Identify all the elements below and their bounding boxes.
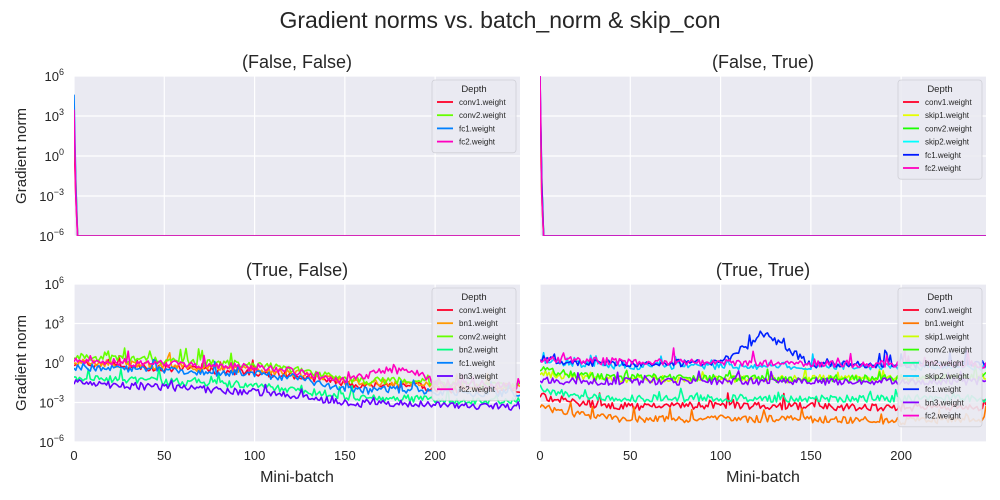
legend-label: skip2.weight xyxy=(925,138,970,147)
x-tick-label: 0 xyxy=(70,448,77,463)
legend: Depth conv1.weight skip1.weight conv2.weigh… xyxy=(897,79,983,180)
legend: Depth conv1.weight conv2.weight fc1.weight f… xyxy=(431,79,517,154)
panels: (False, False) 10−6 10−3 100 103 106 Gradient … xyxy=(13,52,986,486)
panel-4: (True, True) 0 50 100 150 200 Mini-batch Depth c… xyxy=(536,260,986,486)
legend-label: fc2.weight xyxy=(459,385,496,394)
legend-label: skip1.weight xyxy=(925,111,970,120)
legend-label: fc2.weight xyxy=(459,138,496,147)
x-axis-label: Mini-batch xyxy=(726,469,800,486)
figure-title: Gradient norms vs. batch_norm & skip_con xyxy=(279,7,720,33)
series-lines xyxy=(74,94,520,236)
legend-label: bn2.weight xyxy=(459,346,498,355)
panel-title: (False, True) xyxy=(712,52,814,72)
legend-box xyxy=(431,287,517,401)
legend-label: fc1.weight xyxy=(459,359,496,368)
legend-label: conv1.weight xyxy=(925,98,972,107)
legend-label: conv1.weight xyxy=(925,306,972,315)
legend-box xyxy=(431,79,517,154)
legend-label: fc1.weight xyxy=(925,385,962,394)
series-line xyxy=(74,378,520,411)
x-tick-label: 200 xyxy=(424,448,446,463)
y-tick-label: 100 xyxy=(45,354,64,371)
y-axis-label: Gradient norm xyxy=(13,108,30,204)
legend-label: conv1.weight xyxy=(459,306,506,315)
legend: Depth conv1.weight bn1.weight skip1.weight c… xyxy=(897,287,983,428)
legend-label: conv2.weight xyxy=(925,124,972,133)
panel-2: (False, True) Depth conv1.weight skip1.weig… xyxy=(539,52,986,237)
x-tick-label: 0 xyxy=(536,448,543,463)
panel-1: (False, False) 10−6 10−3 100 103 106 Gradient … xyxy=(13,52,520,244)
panel-title: (True, True) xyxy=(716,260,810,280)
y-tick-label: 10−6 xyxy=(39,227,64,244)
legend-title: Depth xyxy=(927,292,952,303)
y-tick-label: 106 xyxy=(45,275,64,292)
y-tick-label: 103 xyxy=(45,107,64,124)
x-tick-label: 50 xyxy=(157,448,171,463)
x-tick-label: 200 xyxy=(890,448,912,463)
legend-label: fc1.weight xyxy=(925,151,962,160)
legend: Depth conv1.weight bn1.weight conv2.weight b… xyxy=(431,287,517,401)
y-tick-label: 106 xyxy=(45,67,64,84)
legend-title: Depth xyxy=(461,84,486,95)
legend-label: bn3.weight xyxy=(925,398,964,407)
x-tick-label: 100 xyxy=(244,448,266,463)
legend-title: Depth xyxy=(927,84,952,95)
y-tick-label: 10−3 xyxy=(39,187,64,204)
y-tick-label: 103 xyxy=(45,315,64,332)
y-axis-label: Gradient norm xyxy=(13,315,30,411)
series-line xyxy=(540,76,986,236)
legend-label: bn1.weight xyxy=(459,319,498,328)
legend-label: fc2.weight xyxy=(925,164,962,173)
legend-label: fc1.weight xyxy=(459,124,496,133)
y-tick-label: 10−6 xyxy=(39,433,64,450)
x-tick-label: 150 xyxy=(334,448,356,463)
legend-title: Depth xyxy=(461,292,486,303)
x-tick-label: 50 xyxy=(623,448,637,463)
x-tick-label: 150 xyxy=(800,448,822,463)
legend-label: bn3.weight xyxy=(459,372,498,381)
legend-label: bn2.weight xyxy=(925,359,964,368)
legend-label: bn1.weight xyxy=(925,319,964,328)
panel-title: (True, False) xyxy=(246,260,348,280)
legend-label: conv2.weight xyxy=(459,332,506,341)
legend-label: conv2.weight xyxy=(925,346,972,355)
series-lines xyxy=(540,76,986,236)
y-tick-label: 100 xyxy=(45,147,64,164)
x-tick-label: 100 xyxy=(710,448,732,463)
legend-label: conv2.weight xyxy=(459,111,506,120)
legend-label: skip1.weight xyxy=(925,332,970,341)
legend-label: conv1.weight xyxy=(459,98,506,107)
legend-label: fc2.weight xyxy=(925,412,962,421)
y-tick-label: 10−3 xyxy=(39,394,64,411)
panel-title: (False, False) xyxy=(242,52,352,72)
panel-3: (True, False) 10−6 10−3 100 103 106 0 50 100 150 2… xyxy=(13,260,520,486)
series-line xyxy=(74,109,520,236)
legend-label: skip2.weight xyxy=(925,372,970,381)
x-axis-label: Mini-batch xyxy=(260,469,334,486)
